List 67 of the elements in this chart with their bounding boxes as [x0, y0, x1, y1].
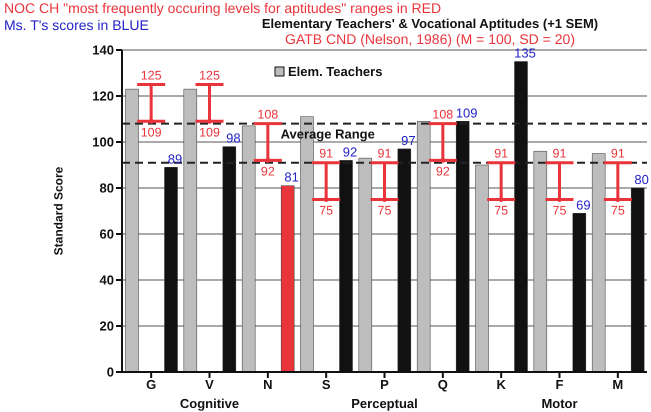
annotation: 91 — [319, 146, 334, 161]
x-tick-label: F — [556, 377, 564, 392]
y-axis-title: Standard Score — [51, 166, 66, 256]
y-tick-label: 40 — [100, 272, 114, 288]
text: Perceptual — [351, 396, 418, 411]
bar — [184, 88, 198, 372]
y-tick-label: 140 — [92, 42, 114, 58]
annotation: 91 — [552, 146, 566, 161]
y-tick-label: 20 — [100, 318, 114, 334]
data-label: 109 — [199, 125, 220, 140]
x-tick-label: Q — [438, 377, 448, 392]
y-tick-label: 60 — [100, 226, 114, 242]
point — [324, 197, 329, 202]
text: GATB CND (Nelson, 1986) (M = 100, SD = 20) — [285, 31, 575, 47]
data-label: 75 — [378, 204, 392, 218]
point — [148, 118, 154, 124]
chart-title: Elementary Teachers' & Vocational Aptitudes (+1 SEM) — [262, 16, 598, 31]
x-tick-label: G — [146, 377, 156, 392]
data-label: 75 — [610, 204, 625, 218]
point — [615, 197, 620, 202]
annotation: 125 — [140, 68, 162, 82]
point — [498, 197, 504, 202]
text: NOC CH "most frequently occuring levels for aptitudes" ranges in RED — [4, 0, 442, 16]
data-label: 92 — [342, 144, 358, 160]
bar — [534, 150, 548, 372]
y-tick-label: 80 — [100, 180, 114, 196]
data-label: 81 — [284, 170, 299, 185]
annotation: 91 — [610, 146, 625, 161]
y-tick-label: 120 — [92, 88, 114, 104]
data-label: 75 — [552, 204, 566, 218]
y-tick-label: 0 — [106, 364, 114, 380]
x-tick-label: K — [496, 377, 506, 392]
bar — [280, 185, 294, 372]
annotation: 125 — [199, 68, 220, 82]
data-label: 109 — [140, 125, 162, 140]
annotation: 91 — [494, 146, 508, 161]
y-tick-label: 100 — [92, 134, 114, 150]
annotation: 108 — [432, 108, 454, 122]
annotation: 91 — [378, 146, 392, 161]
bar — [592, 153, 606, 372]
point — [440, 158, 446, 163]
data-label: 75 — [494, 204, 508, 218]
text: Motor — [541, 396, 578, 411]
bar — [358, 158, 372, 372]
point — [557, 197, 562, 202]
data-label: 109 — [456, 105, 478, 120]
point — [207, 118, 212, 124]
bar — [416, 121, 430, 372]
annotation: 108 — [257, 108, 278, 122]
text: Cognitive — [180, 396, 240, 411]
point — [265, 158, 270, 163]
data-label: 92 — [436, 164, 450, 178]
x-tick-label: N — [263, 377, 273, 392]
data-label: 75 — [319, 204, 334, 218]
x-tick-label: M — [612, 377, 624, 392]
bar — [125, 88, 139, 372]
x-tick-label: V — [205, 377, 214, 392]
data-label: 69 — [576, 197, 591, 212]
data-label: 80 — [634, 172, 649, 187]
x-tick-label: S — [322, 377, 331, 392]
text: Ms. T's scores in BLUE — [4, 17, 149, 33]
point — [382, 197, 387, 202]
legend-label: Elem. Teachers — [288, 64, 382, 79]
x-tick-label: P — [380, 377, 390, 392]
data-label: 92 — [260, 164, 275, 178]
bar — [242, 126, 256, 372]
bar — [475, 164, 489, 372]
